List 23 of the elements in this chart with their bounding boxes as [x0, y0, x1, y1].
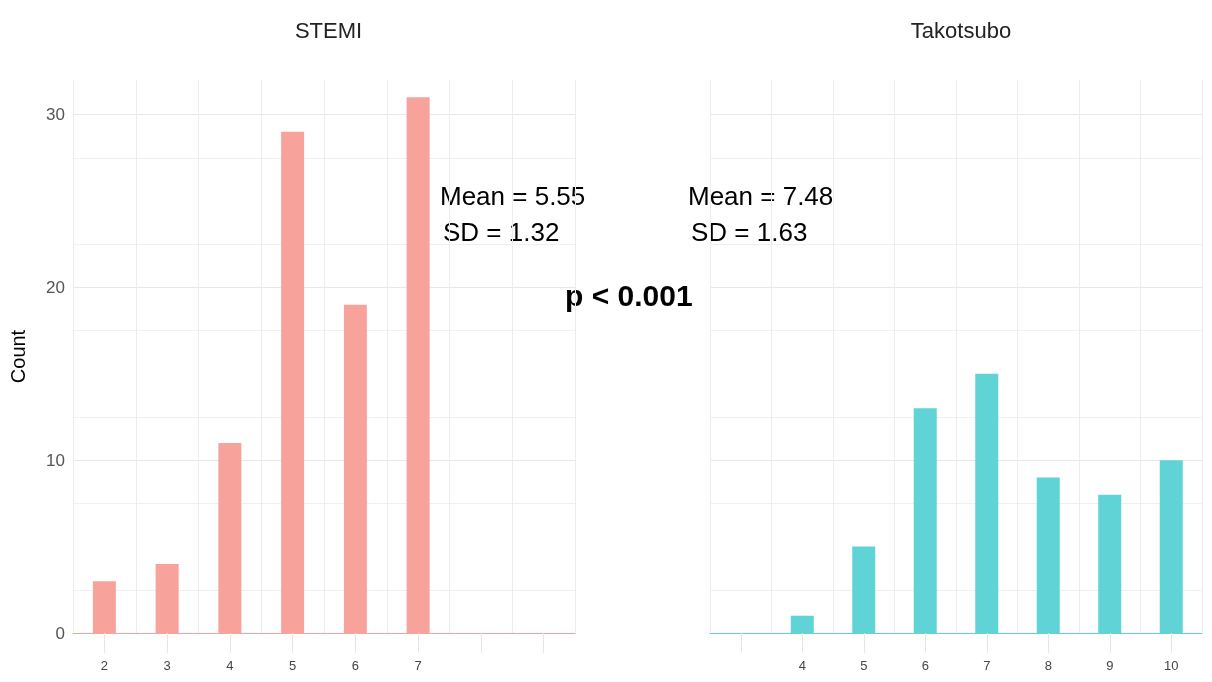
annotation: p < 0.001 — [565, 278, 693, 312]
x-tick-label: 7 — [983, 658, 991, 673]
y-tick-label: 30 — [46, 105, 65, 125]
x-tick-label: 3 — [163, 658, 171, 673]
x-tick-label: 6 — [921, 658, 929, 673]
y-tick-label: 10 — [46, 450, 65, 470]
annotation: Mean = 5.55 — [440, 181, 586, 211]
chart-title: STEMI — [294, 17, 363, 43]
x-tick-label: 9 — [1106, 658, 1114, 673]
x-tick-label: 5 — [289, 658, 297, 673]
y-axis-title: Count — [7, 329, 29, 384]
x-tick-label: 6 — [351, 658, 359, 673]
x-tick-label: 5 — [860, 658, 868, 673]
chart-title: Takotsubo — [910, 17, 1012, 43]
y-tick-label: 20 — [46, 277, 65, 297]
y-tick-label: 0 — [55, 623, 65, 643]
x-tick-label: 7 — [414, 658, 422, 673]
x-tick-label: 8 — [1044, 658, 1052, 673]
x-tick-label: 4 — [798, 658, 806, 673]
x-tick-label: 10 — [1164, 658, 1179, 673]
annotation: SD = 1.32 — [443, 217, 560, 247]
x-tick-label: 2 — [100, 658, 108, 673]
x-tick-label: 4 — [226, 658, 234, 673]
